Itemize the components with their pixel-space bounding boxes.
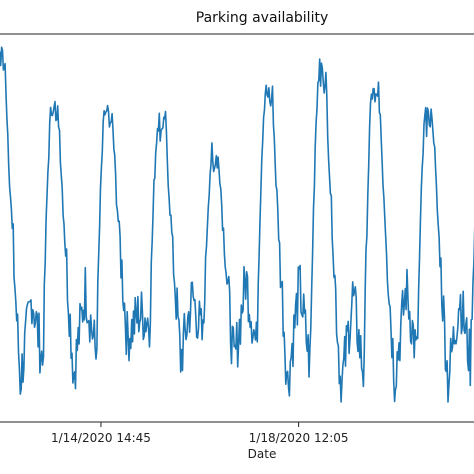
series-layer <box>0 46 474 403</box>
x-axis-ticks: 1/14/2020 14:451/18/2020 12:051/2 <box>51 422 349 445</box>
chart-title: Parking availability <box>196 10 329 26</box>
x-tick-label: 1/14/2020 14:45 <box>51 431 151 445</box>
x-axis-label: Date <box>248 447 277 461</box>
series-line <box>0 46 474 403</box>
x-tick-label: 1/18/2020 12:05 <box>249 431 349 445</box>
